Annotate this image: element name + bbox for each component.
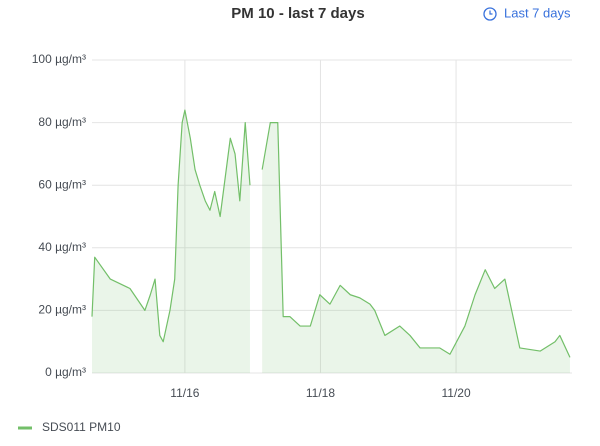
legend-label: SDS011 PM10 <box>42 420 121 434</box>
x-tick-label: 11/20 <box>441 386 470 400</box>
area <box>92 110 570 373</box>
y-tick-label: 100 µg/m³ <box>32 52 86 66</box>
y-tick-label: 40 µg/m³ <box>38 240 86 254</box>
clock-icon <box>483 7 497 21</box>
y-tick-label: 60 µg/m³ <box>38 177 86 191</box>
chart-title: PM 10 - last 7 days <box>231 5 364 22</box>
time-range-label[interactable]: Last 7 days <box>504 5 571 20</box>
y-tick-label: 80 µg/m³ <box>38 115 86 129</box>
x-tick-label: 11/18 <box>306 386 335 400</box>
clock-hands <box>489 10 493 15</box>
x-tick-label: 11/16 <box>170 386 199 400</box>
time-range-button[interactable]: Last 7 days <box>483 5 571 21</box>
y-tick-label: 0 µg/m³ <box>45 365 86 379</box>
y-tick-label: 20 µg/m³ <box>38 303 86 317</box>
line <box>91 109 571 358</box>
